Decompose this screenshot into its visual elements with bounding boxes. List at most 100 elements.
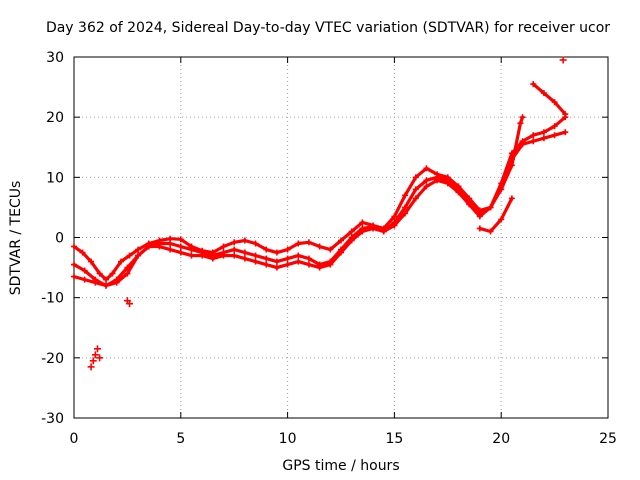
data-point: [348, 228, 355, 235]
data-point: [540, 90, 547, 97]
data-point: [402, 210, 409, 217]
data-point: [498, 216, 505, 223]
data-point: [562, 129, 569, 136]
data-point: [562, 111, 569, 118]
data-point: [498, 180, 505, 187]
data-point: [145, 243, 152, 250]
data-point: [241, 237, 248, 244]
data-point: [241, 255, 248, 262]
data-point: [530, 138, 537, 145]
y-axis-label: SDTVAR / TECUs: [8, 181, 24, 296]
y-tick-label: -20: [41, 351, 64, 367]
data-point: [391, 213, 398, 220]
data-point: [466, 201, 473, 208]
data-point: [551, 123, 558, 130]
isolated-point: [89, 357, 97, 365]
data-point: [263, 246, 270, 253]
data-point: [444, 180, 451, 187]
data-point: [402, 192, 409, 199]
data-point: [252, 252, 259, 259]
data-point: [434, 177, 441, 184]
x-tick-label: 10: [279, 431, 297, 447]
data-point: [284, 246, 291, 253]
data-point: [126, 252, 133, 259]
data-point: [188, 246, 195, 253]
data-marks: [71, 56, 569, 371]
data-point: [476, 213, 483, 220]
data-point: [284, 261, 291, 268]
data-point: [423, 165, 430, 172]
data-point: [519, 114, 526, 121]
isolated-point: [559, 56, 567, 64]
data-point: [231, 239, 238, 246]
data-point: [135, 246, 142, 253]
data-point: [103, 282, 110, 289]
data-point: [540, 135, 547, 142]
data-point: [412, 195, 419, 202]
data-point: [327, 246, 334, 253]
data-point: [338, 249, 344, 256]
data-point: [124, 270, 131, 277]
data-point: [391, 222, 398, 229]
data-point: [263, 255, 270, 262]
data-point: [92, 279, 99, 286]
isolated-point: [93, 345, 101, 353]
series-track-3: [72, 115, 567, 288]
data-point: [177, 236, 184, 243]
y-tick-label: 20: [46, 110, 64, 126]
data-point: [519, 138, 526, 145]
isolated-point: [126, 300, 134, 308]
data-point: [81, 267, 88, 274]
data-point: [540, 129, 547, 136]
data-point: [359, 228, 366, 235]
data-point: [305, 261, 312, 268]
y-tick-label: -10: [41, 291, 64, 307]
data-point: [487, 228, 494, 235]
data-point: [487, 204, 494, 211]
data-point: [79, 249, 86, 256]
x-tick-label: 20: [492, 431, 510, 447]
data-point: [476, 225, 483, 232]
x-tick-label: 15: [385, 431, 403, 447]
data-point: [402, 204, 409, 211]
data-point: [220, 252, 227, 259]
data-point: [71, 243, 77, 250]
data-point: [412, 186, 419, 193]
x-tick-label: 25: [599, 431, 617, 447]
grid: [74, 57, 608, 418]
data-point: [370, 225, 377, 232]
data-point: [295, 252, 302, 259]
data-point: [96, 270, 103, 277]
data-point: [423, 183, 430, 190]
data-point: [71, 261, 77, 268]
series-track-4: [478, 196, 514, 234]
x-axis-label: GPS time / hours: [282, 458, 399, 474]
data-point: [380, 228, 387, 235]
data-point: [88, 258, 95, 265]
data-point: [252, 240, 259, 247]
data-point: [284, 255, 291, 262]
isolated-point: [96, 354, 104, 362]
data-point: [327, 261, 334, 268]
data-point: [517, 120, 524, 127]
data-point: [167, 240, 174, 247]
y-tick-label: 0: [55, 231, 64, 247]
data-point: [252, 258, 259, 265]
data-point: [423, 177, 430, 184]
data-point: [338, 237, 344, 244]
data-point: [295, 240, 302, 247]
data-point: [156, 243, 163, 250]
axis-ticks: 0 5 10 15 20 25 -30 -20 -10 0 10 20 30: [41, 50, 617, 447]
data-point: [530, 132, 537, 139]
data-point: [188, 252, 195, 259]
data-point: [220, 243, 227, 250]
data-point: [273, 258, 280, 265]
series-track-5: [531, 82, 567, 116]
data-point: [117, 258, 124, 265]
data-point: [551, 99, 558, 106]
y-tick-label: -30: [41, 411, 64, 427]
data-point: [241, 249, 248, 256]
x-tick-label: 5: [176, 431, 185, 447]
data-point: [305, 255, 312, 262]
